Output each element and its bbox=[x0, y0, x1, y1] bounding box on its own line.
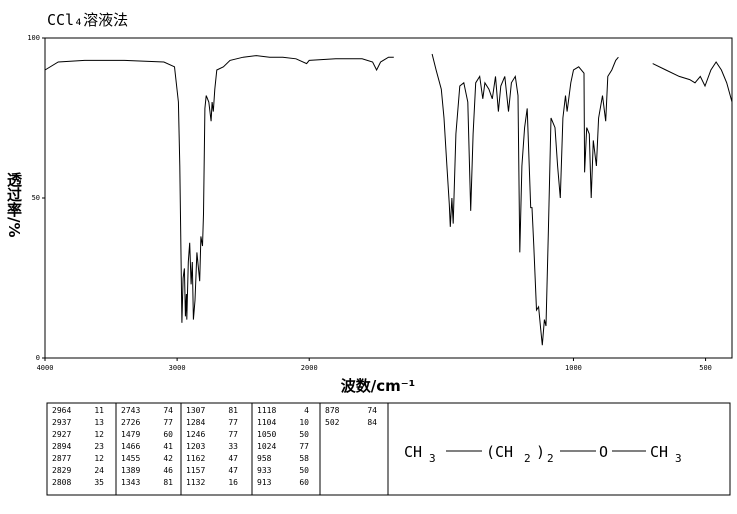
transmittance: 47 bbox=[228, 466, 238, 475]
formula-part: O bbox=[599, 443, 608, 461]
transmittance: 50 bbox=[299, 466, 309, 475]
wavenumber: 1284 bbox=[186, 418, 205, 427]
transmittance: 81 bbox=[228, 406, 238, 415]
transmittance: 12 bbox=[94, 454, 104, 463]
formula-part: 2 bbox=[524, 452, 531, 465]
x-axis-label: 波数/cm⁻¹ bbox=[341, 377, 416, 395]
transmittance: 77 bbox=[228, 430, 238, 439]
formula-part: 2 bbox=[547, 452, 554, 465]
transmittance: 16 bbox=[228, 478, 238, 487]
wavenumber: 1246 bbox=[186, 430, 205, 439]
y-tick-label: 50 bbox=[32, 194, 40, 202]
transmittance: 46 bbox=[163, 466, 173, 475]
wavenumber: 1455 bbox=[121, 454, 140, 463]
wavenumber: 2927 bbox=[52, 430, 71, 439]
wavenumber: 2829 bbox=[52, 466, 71, 475]
peak-table: 2964 11 2937 13 2927 12 2894 23 2877 12 2829 24 2808… bbox=[52, 403, 377, 495]
wavenumber: 1479 bbox=[121, 430, 140, 439]
wavenumber: 2726 bbox=[121, 418, 140, 427]
transmittance: 13 bbox=[94, 418, 104, 427]
formula-part: 3 bbox=[429, 452, 436, 465]
transmittance: 4 bbox=[304, 406, 309, 415]
x-tick-label: 1000 bbox=[565, 364, 582, 372]
formula: CH 3 (CH 2 ) 2 O CH 3 bbox=[404, 443, 682, 465]
transmittance: 81 bbox=[163, 478, 173, 487]
x-tick-label: 500 bbox=[699, 364, 712, 372]
transmittance: 10 bbox=[299, 418, 309, 427]
wavenumber: 2808 bbox=[52, 478, 71, 487]
wavenumber: 1050 bbox=[257, 430, 276, 439]
x-tick-label: 3000 bbox=[169, 364, 186, 372]
wavenumber: 1132 bbox=[186, 478, 205, 487]
transmittance: 47 bbox=[228, 454, 238, 463]
wavenumber: 2964 bbox=[52, 406, 71, 415]
formula-part: 3 bbox=[675, 452, 682, 465]
x-tick-label: 4000 bbox=[37, 364, 54, 372]
x-tick-label: 2000 bbox=[301, 364, 318, 372]
chart-title: CCl₄溶液法 bbox=[47, 11, 128, 29]
wavenumber: 1343 bbox=[121, 478, 140, 487]
transmittance: 84 bbox=[367, 418, 377, 427]
wavenumber: 1118 bbox=[257, 406, 276, 415]
wavenumber: 1466 bbox=[121, 442, 140, 451]
wavenumber: 1389 bbox=[121, 466, 140, 475]
transmittance: 60 bbox=[299, 478, 309, 487]
transmittance: 77 bbox=[299, 442, 309, 451]
transmittance: 42 bbox=[163, 454, 173, 463]
y-tick-label: 0 bbox=[36, 354, 40, 362]
transmittance: 24 bbox=[94, 466, 104, 475]
wavenumber: 2877 bbox=[52, 454, 71, 463]
wavenumber: 502 bbox=[325, 418, 340, 427]
plot-frame bbox=[44, 37, 733, 359]
wavenumber: 2894 bbox=[52, 442, 71, 451]
y-axis-label: 透过率/% bbox=[5, 172, 23, 238]
wavenumber: 878 bbox=[325, 406, 340, 415]
transmittance: 35 bbox=[94, 478, 104, 487]
transmittance: 74 bbox=[163, 406, 173, 415]
wavenumber: 1104 bbox=[257, 418, 276, 427]
wavenumber: 1024 bbox=[257, 442, 276, 451]
transmittance: 58 bbox=[299, 454, 309, 463]
formula-part: CH bbox=[650, 443, 668, 461]
wavenumber: 958 bbox=[257, 454, 272, 463]
transmittance: 11 bbox=[94, 406, 104, 415]
transmittance: 50 bbox=[299, 430, 309, 439]
transmittance: 77 bbox=[228, 418, 238, 427]
transmittance: 74 bbox=[367, 406, 377, 415]
wavenumber: 1203 bbox=[186, 442, 205, 451]
y-tick-label: 100 bbox=[27, 34, 40, 42]
wavenumber: 933 bbox=[257, 466, 272, 475]
wavenumber: 1307 bbox=[186, 406, 205, 415]
wavenumber: 913 bbox=[257, 478, 272, 487]
transmittance: 41 bbox=[163, 442, 173, 451]
transmittance: 23 bbox=[94, 442, 104, 451]
transmittance: 60 bbox=[163, 430, 173, 439]
wavenumber: 1157 bbox=[186, 466, 205, 475]
wavenumber: 1162 bbox=[186, 454, 205, 463]
spectrum-line bbox=[44, 53, 733, 346]
wavenumber: 2743 bbox=[121, 406, 140, 415]
transmittance: 33 bbox=[228, 442, 238, 451]
transmittance: 77 bbox=[163, 418, 173, 427]
formula-part: (CH bbox=[486, 443, 513, 461]
wavenumber: 2937 bbox=[52, 418, 71, 427]
transmittance: 12 bbox=[94, 430, 104, 439]
formula-part: CH bbox=[404, 443, 422, 461]
formula-part: ) bbox=[536, 443, 545, 461]
